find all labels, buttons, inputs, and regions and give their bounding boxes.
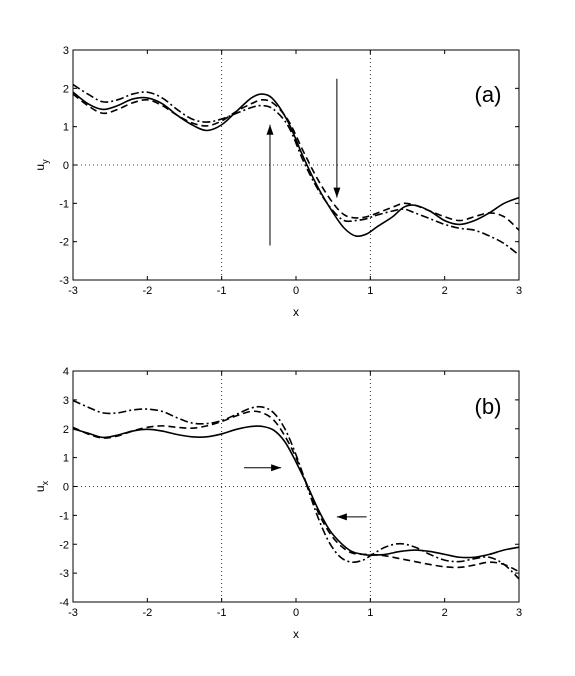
x-tick-label: -3 <box>68 285 78 297</box>
x-tick-label: 2 <box>442 607 448 619</box>
x-tick-label: 1 <box>367 285 373 297</box>
x-tick-label: -2 <box>142 285 152 297</box>
y-axis-label: ux <box>33 480 50 492</box>
y-tick-label: 3 <box>63 45 69 57</box>
arrow-head <box>333 187 341 198</box>
y-tick-label: -2 <box>59 539 69 551</box>
series-line-solid <box>73 425 519 559</box>
plot-frame <box>72 49 520 281</box>
x-axis-label: x <box>293 627 299 641</box>
y-tick-label: 3 <box>63 395 69 407</box>
y-tick-label: -1 <box>59 198 69 210</box>
y-tick-label: -3 <box>59 568 69 580</box>
x-tick-label: 3 <box>516 285 522 297</box>
x-tick-label: -1 <box>217 285 227 297</box>
x-tick-label: -2 <box>142 607 152 619</box>
y-tick-label: -2 <box>59 237 69 249</box>
arrow-head <box>271 464 282 472</box>
x-tick-label: -3 <box>68 607 78 619</box>
series-line-dashed <box>73 93 519 231</box>
series-line-dashdot <box>73 83 519 256</box>
arrow-head <box>336 513 347 521</box>
panel-a: -3 -2 -1 0 1 2 3 -3 -2 -1 0 1 2 3 x uy (a) <box>33 45 522 319</box>
y-tick-label: -3 <box>59 275 69 287</box>
y-tick-label: -1 <box>59 510 69 522</box>
y-tick-label: 0 <box>63 482 69 494</box>
y-tick-label: 1 <box>63 453 69 465</box>
y-tick-label: 1 <box>63 122 69 134</box>
x-tick-label: 1 <box>367 607 373 619</box>
x-tick-label: 3 <box>516 607 522 619</box>
x-tick-label: 0 <box>293 607 299 619</box>
series-line-solid <box>73 91 519 238</box>
y-tick-label: 4 <box>63 366 69 378</box>
y-tick-label: 0 <box>63 160 69 172</box>
x-tick-label: -1 <box>217 607 227 619</box>
panel-label: (a) <box>475 82 502 107</box>
y-tick-label: 2 <box>63 424 69 436</box>
arrow-head <box>266 124 274 135</box>
series-line-dashed <box>73 410 519 573</box>
x-tick-label: 2 <box>442 285 448 297</box>
y-tick-label: -4 <box>59 597 69 609</box>
x-tick-label: 0 <box>293 285 299 297</box>
panel-label: (b) <box>475 394 502 419</box>
y-tick-label: 2 <box>63 83 69 95</box>
series-line-dashdot <box>73 399 519 580</box>
x-axis-label: x <box>293 305 299 319</box>
y-axis-label: uy <box>33 159 50 171</box>
